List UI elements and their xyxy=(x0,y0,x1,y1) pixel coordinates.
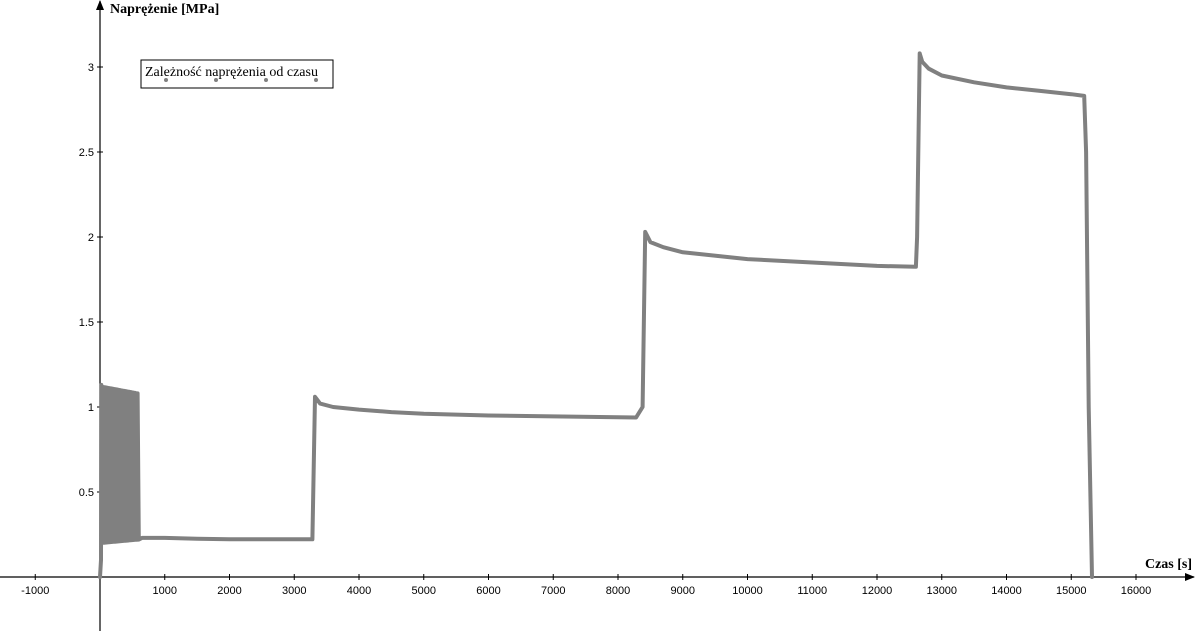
legend-marker xyxy=(314,78,318,82)
x-tick-label: 8000 xyxy=(606,585,630,597)
oscillation-line xyxy=(100,386,139,543)
x-tick-label: 15000 xyxy=(1056,585,1087,597)
x-tick-label: 13000 xyxy=(926,585,957,597)
y-ticks: 0.5 1 1.5 2 2.5 3 xyxy=(79,62,103,499)
y-tick-label: 2.5 xyxy=(79,147,94,159)
x-tick-label: 2000 xyxy=(217,585,241,597)
legend-markers xyxy=(164,78,318,82)
series-line xyxy=(98,51,1094,579)
y-tick-label: 3 xyxy=(88,62,94,74)
y-tick-label: 2 xyxy=(88,232,94,244)
y-tick-label: 1.5 xyxy=(79,317,94,329)
x-tick-label: 14000 xyxy=(991,585,1022,597)
legend-marker xyxy=(214,78,218,82)
x-tick-label: 4000 xyxy=(347,585,371,597)
series-layer xyxy=(98,51,1094,579)
x-tick-label: 9000 xyxy=(671,585,695,597)
x-tick-label: 3000 xyxy=(282,585,306,597)
legend-label: Zależność naprężenia od czasu xyxy=(145,65,318,80)
legend-box xyxy=(140,59,334,89)
legend: Zależność naprężenia od czasu xyxy=(140,59,334,89)
x-tick-label: -1000 xyxy=(21,585,49,597)
x-tick-label: 6000 xyxy=(476,585,500,597)
x-tick-label: 5000 xyxy=(412,585,436,597)
x-ticks: -1000 1000 2000 3000 4000 5000 6000 7000 8000 900… xyxy=(21,574,1151,597)
x-tick-label: 16000 xyxy=(1121,585,1152,597)
x-tick-label: 12000 xyxy=(862,585,893,597)
x-tick-label: 10000 xyxy=(732,585,763,597)
x-tick-label: 11000 xyxy=(797,585,827,597)
legend-marker xyxy=(164,78,168,82)
legend-marker xyxy=(264,78,268,82)
y-axis-title: Naprężenie [MPa] xyxy=(110,2,219,17)
y-tick-label: 1 xyxy=(88,402,94,414)
y-tick-label: 0.5 xyxy=(79,487,94,499)
x-tick-label: 1000 xyxy=(153,585,177,597)
x-tick-label: 7000 xyxy=(541,585,565,597)
x-axis-title: Czas [s] xyxy=(1145,557,1192,572)
